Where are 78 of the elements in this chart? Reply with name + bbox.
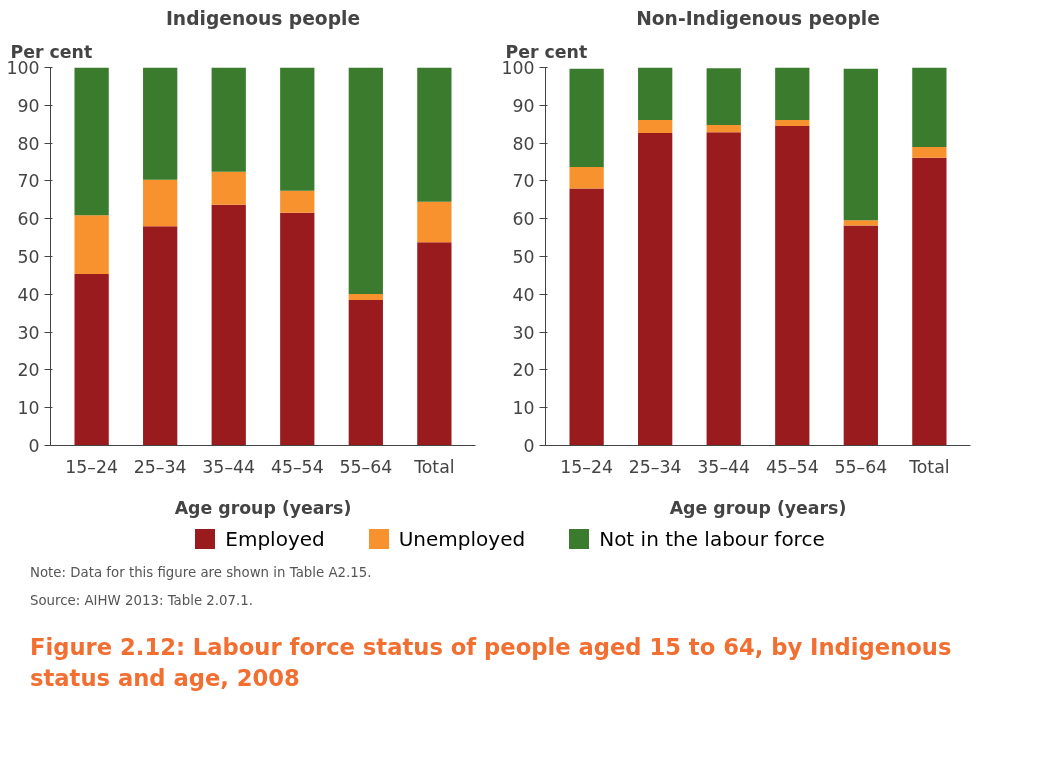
- bar: [211, 171, 246, 205]
- bar: [569, 166, 604, 189]
- bar: [843, 68, 878, 221]
- bar: [843, 220, 878, 226]
- bar: [211, 204, 246, 446]
- bar: [74, 273, 109, 446]
- bar: [348, 299, 383, 446]
- bar: [417, 242, 452, 446]
- x-tick-label: 25–34: [628, 456, 682, 477]
- y-tick-label: 10: [17, 398, 40, 419]
- bar: [706, 124, 741, 133]
- y-tick-label: 80: [17, 133, 40, 154]
- bar: [74, 215, 109, 274]
- y-tick-label: 60: [512, 209, 535, 230]
- y-tick-label: 30: [17, 322, 40, 343]
- bar: [417, 201, 452, 243]
- bar: [569, 68, 604, 167]
- caption: Figure 2.12: Labour force status of people aged 15 to 64, by Indigenous status and age, 2008: [30, 632, 953, 694]
- legend-label: Not in the labour force: [598, 526, 825, 553]
- text: Note: Data for this figure are shown in Table A2.15.: [30, 564, 372, 583]
- x-tick-label: 15–24: [65, 456, 119, 477]
- bar: [912, 157, 947, 446]
- y-tick-label: 70: [512, 171, 535, 192]
- x-axis-title: Age group (years): [669, 497, 847, 518]
- x-tick-label: Total: [413, 456, 455, 477]
- y-tick-label: 80: [512, 133, 535, 154]
- y-tick-label: 10: [512, 398, 535, 419]
- y-tick-label: 30: [512, 322, 535, 343]
- x-tick-label: 15–24: [560, 456, 614, 477]
- y-tick-label: 0: [523, 436, 535, 456]
- y-tick-label: 50: [17, 247, 40, 267]
- bar: [569, 188, 604, 446]
- bar: [143, 179, 178, 227]
- y-tick-label: 40: [17, 284, 40, 305]
- y-tick-label: 60: [17, 209, 40, 230]
- bar: [417, 67, 452, 202]
- y-tick-label: 70: [17, 171, 40, 192]
- bar: [348, 67, 383, 294]
- x-tick-label: 55–64: [834, 456, 888, 477]
- legend-label: Unemployed: [397, 526, 526, 553]
- x-tick-label: 55–64: [339, 456, 393, 477]
- bar: [280, 212, 315, 446]
- bar: [912, 146, 947, 158]
- y-tick-label: 0: [28, 436, 40, 456]
- bar: [638, 67, 673, 121]
- x-tick-label: Total: [908, 456, 950, 477]
- x-tick-label: 45–54: [270, 456, 324, 477]
- bar: [143, 67, 178, 180]
- bar: [74, 67, 109, 216]
- chart-title: Non-Indigenous people: [636, 7, 880, 29]
- y-tick-label: 40: [512, 284, 535, 305]
- x-tick-label: 25–34: [133, 456, 187, 477]
- bar: [912, 67, 947, 147]
- source-note: Source: AIHW 2013: Table 2.07.1.: [30, 591, 253, 610]
- bar: [280, 190, 315, 213]
- bar: [706, 132, 741, 446]
- chart-title: Indigenous people: [165, 7, 361, 29]
- y-tick-label: 50: [512, 247, 535, 267]
- bar: [843, 225, 878, 446]
- y-tick-label: 20: [512, 360, 535, 381]
- bar: [775, 126, 810, 446]
- bar: [706, 68, 741, 125]
- bar: [348, 293, 383, 300]
- x-axis-title: Age group (years): [174, 497, 352, 518]
- bar: [638, 132, 673, 446]
- legend-label: Employed: [224, 526, 325, 553]
- y-tick-label: 90: [512, 95, 535, 116]
- x-tick-label: 35–44: [697, 456, 751, 477]
- bar: [775, 120, 810, 127]
- y-tick-label: 20: [17, 360, 40, 381]
- bar: [211, 67, 246, 172]
- bar: [143, 226, 178, 446]
- bar: [280, 67, 315, 191]
- bar: [775, 67, 810, 121]
- bar: [638, 120, 673, 133]
- y-tick-label: 90: [17, 95, 40, 116]
- x-tick-label: 45–54: [765, 456, 819, 477]
- x-tick-label: 35–44: [202, 456, 256, 477]
